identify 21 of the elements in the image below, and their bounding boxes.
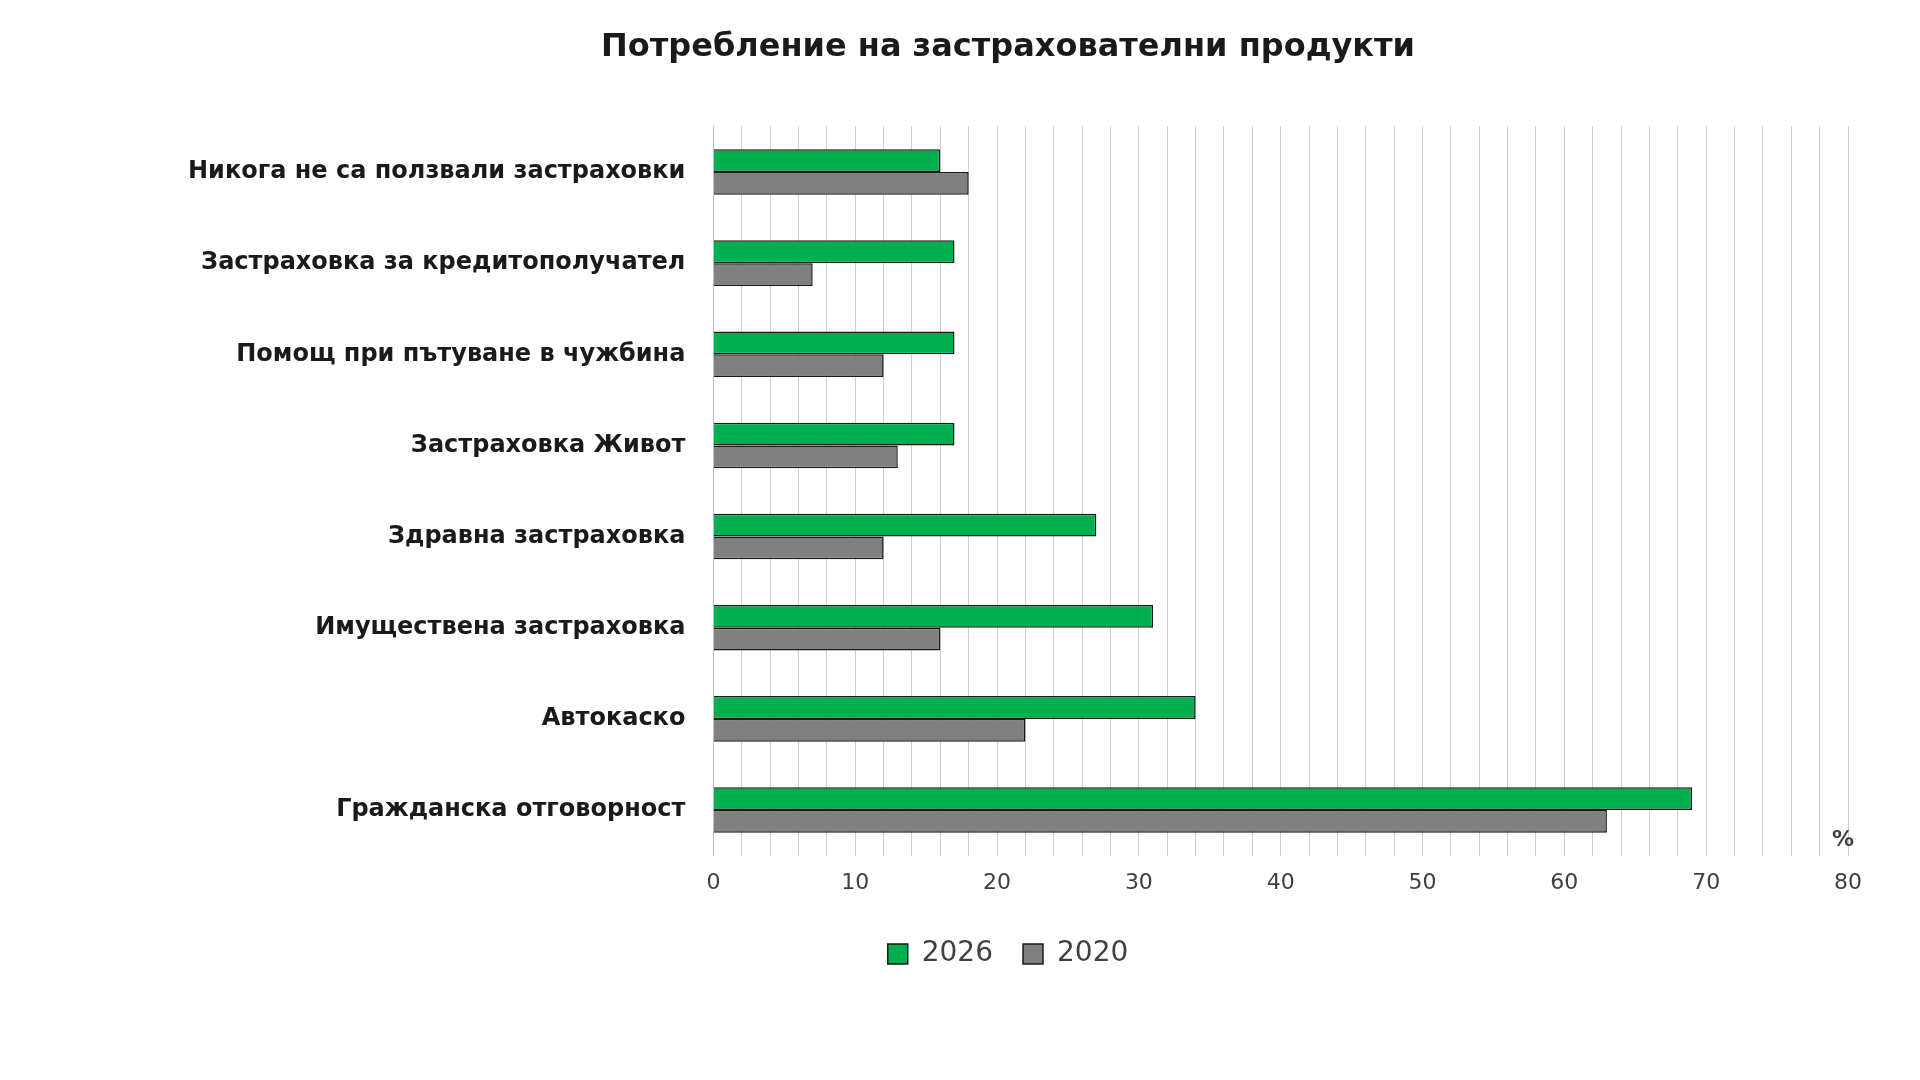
y-tick-label: Застраховка за кредитополучател bbox=[201, 247, 686, 276]
y-tick-label: Здравна застраховка bbox=[387, 520, 686, 549]
y-tick-label: Помощ при пътуване в чужбина bbox=[236, 338, 686, 367]
y-tick-label: Автокаско bbox=[541, 703, 686, 732]
legend-label: 2020 bbox=[1057, 935, 1129, 969]
x-tick-label: 80 bbox=[1834, 868, 1862, 894]
x-tick-label: 60 bbox=[1550, 868, 1579, 894]
x-tick-label: 70 bbox=[1692, 868, 1721, 894]
x-tick-label: 10 bbox=[841, 868, 870, 894]
legend-label: 2026 bbox=[921, 935, 994, 969]
x-axis-title: % bbox=[1831, 826, 1854, 852]
x-tick-label: 40 bbox=[1266, 868, 1295, 894]
x-tick-label: 20 bbox=[983, 868, 1012, 894]
y-tick-label: Никога не са ползвали застраховки bbox=[188, 156, 686, 185]
chart-title: Потребление на застрахователни продукти bbox=[600, 25, 1416, 64]
y-tick-label: Застраховка Живот bbox=[410, 429, 686, 458]
y-tick-label: Имуществена застраховка bbox=[315, 611, 686, 640]
x-tick-label: 30 bbox=[1124, 868, 1153, 894]
y-tick-label: Гражданска отговорност bbox=[336, 794, 686, 823]
x-tick-label: 50 bbox=[1408, 868, 1437, 894]
x-tick-label: 0 bbox=[706, 868, 721, 894]
